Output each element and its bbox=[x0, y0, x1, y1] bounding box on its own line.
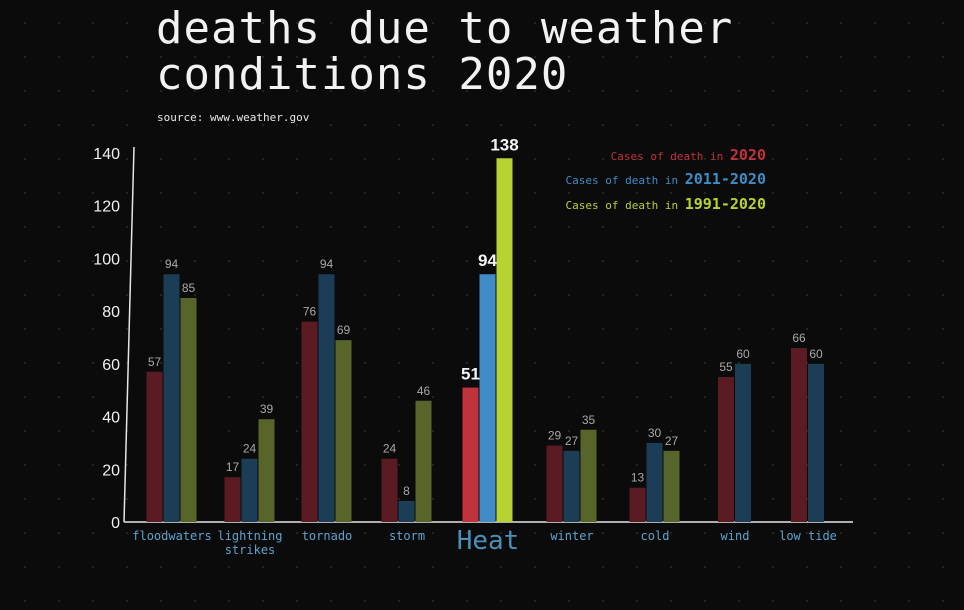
data-label: 13 bbox=[631, 471, 645, 485]
bar-2011-2020 bbox=[808, 363, 824, 522]
data-label: 24 bbox=[243, 442, 257, 456]
x-category-label-line: tornado bbox=[302, 529, 353, 543]
x-category-label-line: low tide bbox=[779, 529, 837, 543]
x-category-label-line: strikes bbox=[225, 543, 276, 557]
x-category-label-line: winter bbox=[550, 529, 593, 543]
y-tick-label: 120 bbox=[93, 199, 120, 216]
legend-series-name: 2020 bbox=[730, 146, 766, 164]
y-tick-label: 0 bbox=[111, 515, 120, 532]
x-category-label: Heat bbox=[457, 526, 520, 556]
bar-2011-2020 bbox=[646, 442, 663, 522]
data-label: 85 bbox=[182, 281, 196, 295]
bar-2011-2020 bbox=[735, 363, 751, 522]
data-label: 66 bbox=[792, 331, 806, 345]
bar-2020 bbox=[224, 477, 241, 522]
source-note: source: www.weather.gov bbox=[157, 111, 310, 124]
bar-2020 bbox=[791, 348, 807, 522]
data-label: 60 bbox=[736, 347, 750, 361]
data-label: 60 bbox=[809, 347, 823, 361]
bar-2020 bbox=[381, 458, 398, 522]
bar-1991-2020 bbox=[663, 450, 680, 522]
data-label: 29 bbox=[548, 429, 562, 443]
data-label: 69 bbox=[337, 323, 351, 337]
y-tick-label: 140 bbox=[93, 146, 120, 163]
x-category-label: lightning strikes bbox=[217, 529, 282, 557]
x-category-label-line: storm bbox=[389, 529, 425, 543]
legend-entry-2020: Cases of death in 2020 bbox=[611, 146, 766, 164]
y-tick-label: 20 bbox=[102, 462, 120, 479]
data-label: 138 bbox=[490, 135, 518, 154]
data-label: 27 bbox=[565, 434, 579, 448]
data-label: 51 bbox=[461, 365, 480, 384]
bar-2011-2020 bbox=[398, 500, 415, 522]
x-category-label-line: lightning bbox=[217, 529, 282, 543]
y-tick-label: 80 bbox=[102, 304, 120, 321]
data-label: 35 bbox=[582, 413, 596, 427]
x-category-label: storm bbox=[389, 529, 425, 543]
y-tick-label: 100 bbox=[93, 251, 120, 268]
bar-2020 bbox=[462, 387, 479, 522]
legend-series-name: 1991-2020 bbox=[685, 195, 766, 213]
bar-2011-2020 bbox=[241, 458, 258, 522]
bar-1991-2020 bbox=[580, 429, 597, 522]
x-category-label-line: cold bbox=[641, 529, 670, 543]
legend-entry-1991-2020: Cases of death in 1991-2020 bbox=[566, 195, 767, 213]
data-label: 39 bbox=[260, 402, 274, 416]
bar-2011-2020 bbox=[563, 450, 580, 522]
chart-title-line-2: conditions 2020 bbox=[156, 49, 569, 100]
data-label: 17 bbox=[226, 460, 240, 474]
bar-2020 bbox=[629, 487, 646, 522]
x-category-label: wind bbox=[721, 529, 750, 543]
data-label: 94 bbox=[320, 257, 334, 271]
bar-2011-2020 bbox=[163, 274, 180, 522]
bar-2020 bbox=[718, 377, 734, 522]
x-category-label: winter bbox=[550, 529, 593, 543]
y-tick-label: 60 bbox=[102, 357, 120, 374]
legend-prefix: Cases of death in bbox=[566, 174, 685, 187]
bar-1991-2020 bbox=[258, 419, 275, 522]
data-label: 57 bbox=[148, 355, 162, 369]
bar-2011-2020 bbox=[318, 274, 335, 522]
y-axis-line bbox=[123, 146, 135, 523]
legend-series-name: 2011-2020 bbox=[685, 170, 766, 188]
data-label: 24 bbox=[383, 442, 397, 456]
legend-prefix: Cases of death in bbox=[611, 150, 730, 163]
data-label: 27 bbox=[665, 434, 679, 448]
x-category-label: low tide bbox=[779, 529, 837, 543]
x-category-label-line: Heat bbox=[457, 526, 520, 556]
x-category-label-line: wind bbox=[721, 529, 750, 543]
bar-2011-2020 bbox=[479, 274, 496, 522]
bar-1991-2020 bbox=[335, 340, 352, 522]
x-category-label-line: floodwaters bbox=[132, 529, 211, 543]
data-label: 94 bbox=[165, 257, 179, 271]
data-label: 8 bbox=[403, 484, 410, 498]
data-label: 55 bbox=[719, 360, 733, 374]
data-label: 46 bbox=[417, 384, 431, 398]
data-label: 94 bbox=[478, 251, 497, 270]
x-category-label: tornado bbox=[302, 529, 353, 543]
data-label: 30 bbox=[648, 426, 662, 440]
legend-prefix: Cases of death in bbox=[566, 199, 685, 212]
data-label: 76 bbox=[303, 305, 317, 319]
x-category-label: floodwaters bbox=[132, 529, 211, 543]
bar-2020 bbox=[146, 371, 163, 522]
chart-title-line-1: deaths due to weather bbox=[156, 3, 734, 54]
legend-entry-2011-2020: Cases of death in 2011-2020 bbox=[566, 170, 767, 188]
bar-1991-2020 bbox=[180, 297, 197, 522]
bar-1991-2020 bbox=[496, 158, 513, 522]
bar-1991-2020 bbox=[415, 400, 432, 522]
y-tick-label: 40 bbox=[102, 410, 120, 427]
chart-title: deaths due to weather conditions 2020 bbox=[156, 6, 733, 98]
bar-2020 bbox=[546, 445, 563, 522]
bar-2020 bbox=[301, 321, 318, 522]
x-category-label: cold bbox=[641, 529, 670, 543]
